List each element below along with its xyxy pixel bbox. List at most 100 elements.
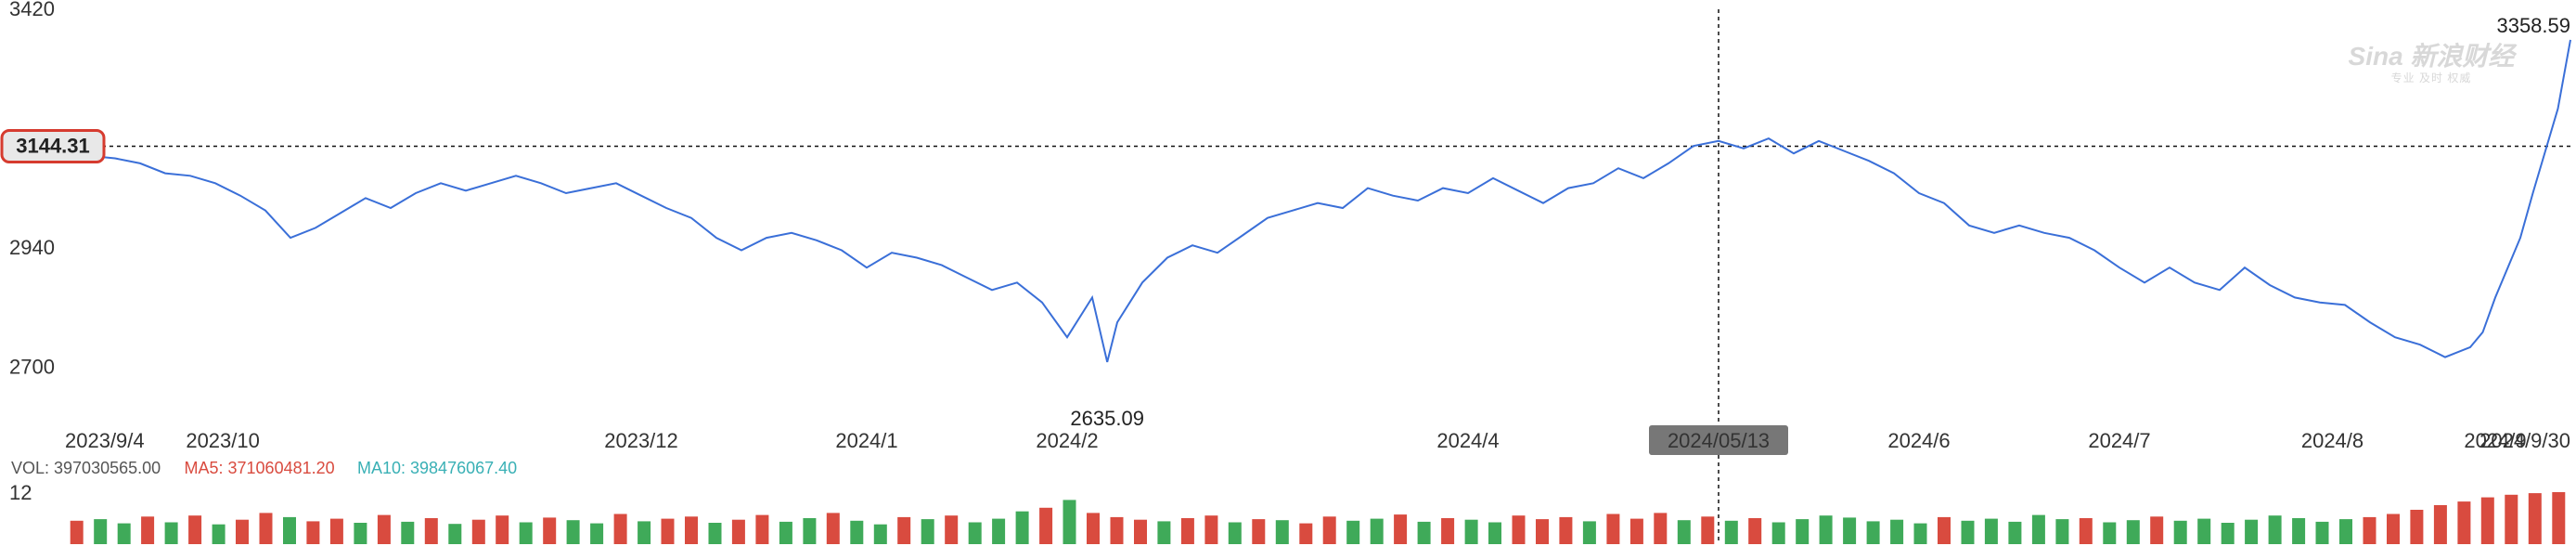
volume-bar <box>2529 493 2542 544</box>
volume-bar <box>1867 521 1880 544</box>
volume-bar <box>1181 518 1194 544</box>
volume-bar <box>1536 519 1549 544</box>
volume-bar <box>141 516 154 544</box>
x-axis-label: 2023/12 <box>604 429 678 452</box>
volume-bar <box>1701 516 1714 544</box>
volume-bar <box>2174 521 2187 544</box>
volume-bar <box>1441 518 1454 544</box>
series-min-label: 2635.09 <box>1070 407 1144 430</box>
volume-bar <box>1606 514 1619 545</box>
volume-bar <box>2080 518 2093 544</box>
volume-bar <box>1276 520 1289 544</box>
volume-bar <box>945 515 958 544</box>
x-axis-label: 2023/9/4 <box>65 429 145 452</box>
volume-bar <box>2481 498 2494 544</box>
volume-bar <box>1962 521 1975 544</box>
x-axis-label: 2023/10 <box>186 429 260 452</box>
price-ytick-label: 3420 <box>9 0 55 20</box>
volume-bar <box>2150 516 2163 544</box>
volume-bar <box>2552 492 2565 544</box>
volume-bar <box>165 523 178 545</box>
volume-bar <box>1559 517 1572 544</box>
volume-bar <box>1204 515 1217 544</box>
x-axis-label: 2024/8 <box>2301 429 2363 452</box>
volume-bar <box>2410 510 2423 544</box>
x-axis-label: 2024/1 <box>835 429 897 452</box>
volume-bar <box>1796 519 1809 544</box>
volume-bar <box>236 520 249 544</box>
volume-bar <box>496 515 509 544</box>
x-axis-label: 2024/2 <box>1036 429 1098 452</box>
watermark-sub: 专业 及时 权威 <box>2391 71 2472 84</box>
volume-bar <box>803 518 816 544</box>
volume-bar <box>1772 523 1785 545</box>
volume-bar <box>2222 523 2235 544</box>
volume-bar <box>1513 515 1526 544</box>
volume-bar <box>1890 520 1903 544</box>
chart-svg[interactable]: Sina 新浪财经专业 及时 权威2700294034203144.313358… <box>0 0 2576 546</box>
volume-bar <box>827 513 840 544</box>
volume-bar <box>2434 505 2447 544</box>
volume-bar <box>2387 514 2400 545</box>
volume-bar <box>1630 519 1643 544</box>
x-axis-label: 2024/7 <box>2088 429 2150 452</box>
volume-bar <box>2032 515 2045 544</box>
volume-bar <box>378 515 391 544</box>
volume-bar <box>1583 521 1596 544</box>
x-axis-label: 2024/4 <box>1436 429 1499 452</box>
volume-bar <box>260 513 273 544</box>
volume-bar <box>543 517 556 544</box>
volume-bar <box>1299 524 1312 544</box>
volume-bar <box>306 521 319 544</box>
volume-bar <box>2197 519 2210 544</box>
volume-bar <box>2339 519 2352 544</box>
volume-bar <box>1063 500 1076 544</box>
volume-bar <box>850 521 863 544</box>
crosshair-price-value: 3144.31 <box>16 135 90 158</box>
volume-bar <box>1323 516 1336 544</box>
vol-legend-vol: VOL: 397030565.00 <box>11 459 161 477</box>
volume-bar <box>590 524 603 544</box>
stock-chart-container: Sina 新浪财经专业 及时 权威2700294034203144.313358… <box>0 0 2576 546</box>
volume-bar <box>401 522 414 544</box>
volume-bar <box>1725 521 1738 544</box>
volume-bar <box>448 524 461 544</box>
volume-bar <box>1016 512 1029 544</box>
volume-bar <box>71 521 84 544</box>
volume-bar <box>755 515 768 544</box>
volume-bar <box>1654 513 1667 544</box>
volume-bar <box>1039 508 1052 544</box>
volume-bar <box>1157 521 1170 544</box>
volume-bar <box>330 519 343 544</box>
volume-bar <box>354 523 367 544</box>
volume-bar <box>638 521 650 544</box>
volume-bar <box>1843 517 1856 544</box>
volume-bar <box>1938 517 1951 544</box>
volume-bar <box>2269 515 2282 544</box>
volume-bar <box>520 523 533 545</box>
volume-bar <box>897 517 910 544</box>
volume-bar <box>874 525 887 544</box>
volume-bar <box>969 523 982 545</box>
volume-bar <box>1111 517 1124 544</box>
watermark-brand: Sina 新浪财经 <box>2349 42 2518 71</box>
volume-bar <box>1820 515 1833 544</box>
volume-bar <box>188 515 201 544</box>
volume-bar <box>1418 522 1431 544</box>
volume-bar <box>1346 521 1359 544</box>
volume-bar <box>283 517 296 544</box>
volume-bar <box>2457 501 2470 544</box>
vol-legend-ma5: MA5: 371060481.20 <box>185 459 335 477</box>
volume-bar <box>425 518 438 544</box>
volume-bar <box>992 519 1005 544</box>
volume-bar <box>2316 522 2329 544</box>
volume-bar <box>709 523 722 544</box>
volume-bar <box>662 519 675 544</box>
volume-bar <box>94 519 107 544</box>
volume-bar <box>2127 520 2140 544</box>
crosshair-date-label: 2024/05/13 <box>1668 429 1770 452</box>
volume-bar <box>2245 520 2258 544</box>
volume-bar <box>2505 495 2518 544</box>
volume-bar <box>2363 517 2376 544</box>
series-max-label: 3358.59 <box>2496 14 2570 37</box>
